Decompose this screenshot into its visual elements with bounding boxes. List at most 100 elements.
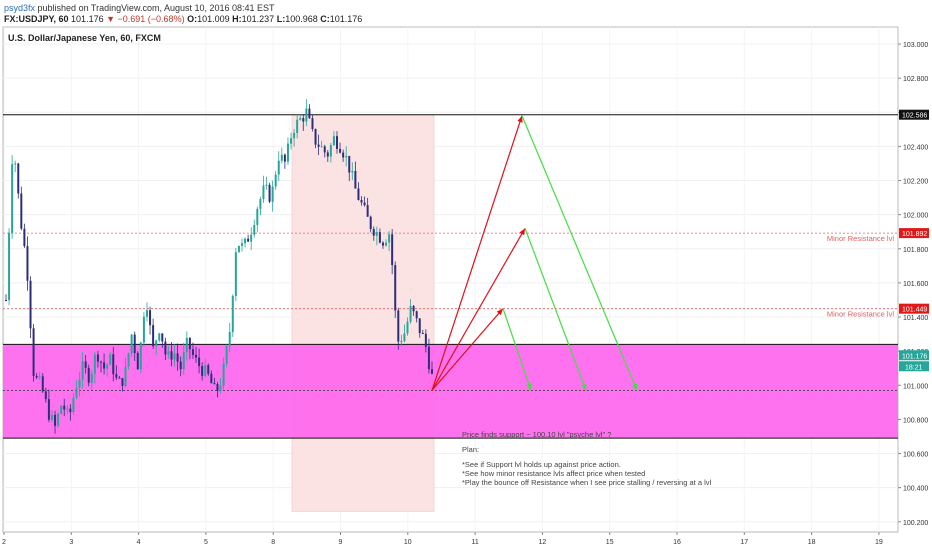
note-line-5: *Play the bounce off Resistance when I s… — [462, 478, 712, 487]
candle-body — [409, 306, 412, 322]
y-tick-label: 101.000 — [903, 383, 928, 390]
candle-body — [363, 202, 366, 206]
x-tick-label: 18 — [808, 539, 816, 546]
x-tick-label: 16 — [673, 539, 681, 546]
note-line-2: Plan: — [462, 445, 480, 454]
candle-body — [20, 193, 23, 229]
candle-body — [115, 374, 118, 378]
candle-body — [375, 232, 378, 236]
candle-body — [406, 321, 409, 334]
candle-body — [201, 366, 204, 376]
x-tick-label: 3 — [69, 539, 73, 546]
candle-body — [271, 186, 274, 202]
x-tick-label: 10 — [404, 539, 412, 546]
candle-body — [268, 184, 271, 202]
candle-body — [280, 154, 283, 161]
candle-body — [388, 234, 391, 243]
candle-body — [213, 383, 216, 385]
candle-body — [317, 144, 320, 147]
author-link[interactable]: psyd3fx — [4, 3, 36, 13]
candle-body — [87, 367, 90, 383]
candle-body — [293, 132, 296, 139]
candle-body — [90, 373, 93, 383]
candle-body — [118, 377, 121, 379]
candle-body — [149, 310, 152, 326]
candle-body — [198, 357, 201, 367]
candle-body — [277, 160, 280, 175]
candle-body — [231, 295, 234, 332]
candle-body — [195, 354, 198, 358]
candle-body — [400, 341, 403, 343]
candle-body — [372, 229, 375, 236]
candle-body — [191, 349, 194, 355]
candle-body — [167, 351, 170, 355]
note-line-1: Price finds support ~ 100.10 lvl "psyche… — [462, 430, 612, 439]
candle-body — [397, 310, 400, 342]
candle-body — [106, 364, 109, 369]
chart-title: U.S. Dollar/Japanese Yen, 60, FXCM — [8, 33, 161, 43]
candle-body — [332, 136, 335, 146]
candle-body — [329, 145, 332, 157]
candle-body — [69, 408, 72, 413]
x-tick-label: 12 — [539, 539, 547, 546]
x-tick-label: 5 — [204, 539, 208, 546]
candle-body — [250, 234, 253, 242]
candle-body — [78, 379, 81, 388]
price-chart[interactable]: 100.200100.400100.600100.800101.000101.2… — [0, 26, 932, 550]
candle-body — [247, 238, 250, 242]
open-value: 101.009 — [197, 14, 230, 24]
candle-body — [57, 413, 60, 426]
highlight-box — [291, 114, 435, 512]
candle-body — [63, 405, 66, 410]
low-label: L: — [276, 14, 286, 24]
candle-body — [421, 333, 424, 335]
green-projection-arrow-head — [631, 383, 638, 391]
trade-plan-note: Price finds support ~ 100.10 lvl "psyche… — [462, 430, 722, 487]
candle-body — [121, 378, 124, 386]
y-tick-label: 101.600 — [903, 281, 928, 288]
x-tick-label: 15 — [606, 539, 614, 546]
candle-body — [311, 118, 314, 129]
candle-body — [253, 224, 256, 235]
candle-body — [158, 333, 161, 341]
candle-body — [173, 353, 176, 360]
candle-body — [103, 362, 106, 369]
current-price-text: 101.176 — [902, 353, 927, 360]
candle-body — [182, 352, 185, 370]
candle-body — [72, 397, 75, 413]
candle-body — [207, 365, 210, 374]
candle-body — [50, 414, 53, 420]
candle-body — [136, 352, 139, 370]
x-tick-label: 19 — [875, 539, 883, 546]
candle-body — [262, 185, 265, 200]
candle-body — [237, 245, 240, 253]
y-tick-label: 102.000 — [903, 213, 928, 220]
candle-body — [109, 354, 112, 365]
candle-body — [228, 331, 231, 347]
time-tag-text: 18:21 — [905, 364, 923, 371]
candle-body — [54, 414, 57, 426]
x-tick-label: 2 — [2, 539, 6, 546]
candle-body — [81, 361, 84, 380]
candle-body — [412, 306, 415, 312]
candle-body — [290, 138, 293, 144]
candle-body — [112, 354, 115, 375]
publish-info: published on TradingView.com, August 10,… — [35, 3, 275, 13]
y-tick-label: 103.000 — [903, 42, 928, 49]
high-label: H: — [232, 14, 242, 24]
candle-body — [47, 399, 50, 420]
candle-body — [14, 163, 17, 165]
candle-body — [342, 152, 345, 158]
candle-body — [415, 311, 418, 319]
current-price-tag — [899, 350, 929, 361]
candle-body — [210, 373, 213, 384]
y-tick-label: 102.400 — [903, 144, 928, 151]
candle-body — [296, 119, 299, 133]
candle-body — [41, 376, 44, 392]
candle-body — [369, 216, 372, 230]
level-price-tag — [899, 109, 929, 120]
x-tick-label: 17 — [740, 539, 748, 546]
candle-body — [26, 246, 29, 281]
symbol-label: FX:USDJPY, 60 — [4, 14, 69, 24]
candle-body — [75, 387, 78, 398]
